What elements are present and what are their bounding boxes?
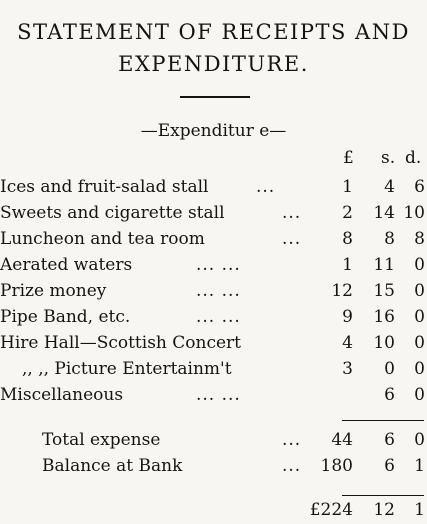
- amount-pounds: 180: [320, 456, 353, 476]
- amount-pence: 0: [414, 281, 425, 301]
- leader-dots: ...: [256, 177, 276, 197]
- amount-pounds: 1: [342, 255, 353, 275]
- total-label: Total expense: [42, 430, 161, 450]
- amount-shillings: 16: [373, 307, 395, 327]
- amount-pence: 10: [403, 203, 425, 223]
- expenditure-row: Miscellaneous ... ... 6 0: [0, 385, 427, 409]
- expenditure-row: Sweets and cigarette stall ... 2 14 10: [0, 203, 427, 227]
- amount-pence: 8: [414, 229, 425, 249]
- amount-shillings: 6: [384, 456, 395, 476]
- item-label: Miscellaneous: [0, 385, 124, 405]
- grand-total-rule: [342, 495, 424, 496]
- amount-shillings: 6: [384, 385, 395, 405]
- amount-pence: 0: [414, 307, 425, 327]
- subtotal-rule: [342, 420, 424, 421]
- expenditure-row: Aerated waters ... ... 1 11 0: [0, 255, 427, 279]
- total-row: Total expense ... 44 6 0: [0, 430, 427, 454]
- section-heading-expenditure: —Expenditur e—: [140, 121, 287, 141]
- amount-pounds: 12: [331, 281, 353, 301]
- amount-pounds: 44: [331, 430, 353, 450]
- amount-shillings: 6: [384, 430, 395, 450]
- amount-pence: 0: [414, 255, 425, 275]
- amount-shillings: 4: [384, 177, 395, 197]
- amount-pence: 0: [414, 385, 425, 405]
- item-label: Ices and fruit-salad stall: [0, 177, 209, 197]
- balance-row: Balance at Bank ... 180 6 1: [0, 456, 427, 480]
- leader-dots: ...: [282, 229, 302, 249]
- column-header-pence: d.: [405, 148, 422, 168]
- amount-pounds: 4: [342, 333, 353, 353]
- amount-pounds: 2: [342, 203, 353, 223]
- leader-dots: ... ...: [196, 307, 241, 327]
- amount-pounds: 8: [342, 229, 353, 249]
- statement-title-line-1: STATEMENT OF RECEIPTS AND: [17, 20, 410, 44]
- amount-pounds: 1: [342, 177, 353, 197]
- item-label: Prize money: [0, 281, 107, 301]
- column-header-pounds: £: [343, 148, 354, 168]
- item-label: Sweets and cigarette stall: [0, 203, 225, 223]
- expenditure-row: Luncheon and tea room ... 8 8 8: [0, 229, 427, 253]
- column-header-shillings: s.: [381, 148, 396, 168]
- expenditure-row: Pipe Band, etc. ... ... 9 16 0: [0, 307, 427, 331]
- balance-label: Balance at Bank: [42, 456, 183, 476]
- grand-total-pence: 1: [414, 500, 425, 520]
- item-label: Luncheon and tea room: [0, 229, 205, 249]
- amount-shillings: 0: [384, 359, 395, 379]
- amount-shillings: 8: [384, 229, 395, 249]
- leader-dots: ...: [282, 430, 302, 450]
- amount-pence: 0: [414, 333, 425, 353]
- item-label: Pipe Band, etc.: [0, 307, 131, 327]
- leader-dots: ... ...: [196, 255, 241, 275]
- amount-shillings: 14: [373, 203, 395, 223]
- amount-pounds: 3: [342, 359, 353, 379]
- item-label: Hire Hall—Scottish Concert: [0, 333, 241, 353]
- statement-title-line-2: EXPENDITURE.: [118, 52, 309, 76]
- title-divider: [180, 96, 250, 98]
- expenditure-row: Ices and fruit-salad stall ... 1 4 6: [0, 177, 427, 201]
- amount-pence: 1: [414, 456, 425, 476]
- amount-shillings: 10: [373, 333, 395, 353]
- leader-dots: ... ...: [196, 385, 241, 405]
- amount-shillings: 15: [373, 281, 395, 301]
- grand-total-row: £224 12 1: [0, 500, 427, 524]
- expenditure-row: Prize money ... ... 12 15 0: [0, 281, 427, 305]
- amount-shillings: 11: [373, 255, 395, 275]
- expenditure-row: Hire Hall—Scottish Concert 4 10 0: [0, 333, 427, 357]
- amount-pounds: 9: [342, 307, 353, 327]
- item-label: ,, ,, Picture Entertainm't: [22, 359, 232, 379]
- amount-pence: 0: [414, 359, 425, 379]
- grand-total-pounds: £224: [309, 500, 353, 520]
- item-label: Aerated waters: [0, 255, 133, 275]
- leader-dots: ...: [282, 456, 302, 476]
- expenditure-row: ,, ,, Picture Entertainm't 3 0 0: [0, 359, 427, 383]
- amount-pence: 0: [414, 430, 425, 450]
- amount-pence: 6: [414, 177, 425, 197]
- leader-dots: ...: [282, 203, 302, 223]
- grand-total-shillings: 12: [373, 500, 395, 520]
- leader-dots: ... ...: [196, 281, 241, 301]
